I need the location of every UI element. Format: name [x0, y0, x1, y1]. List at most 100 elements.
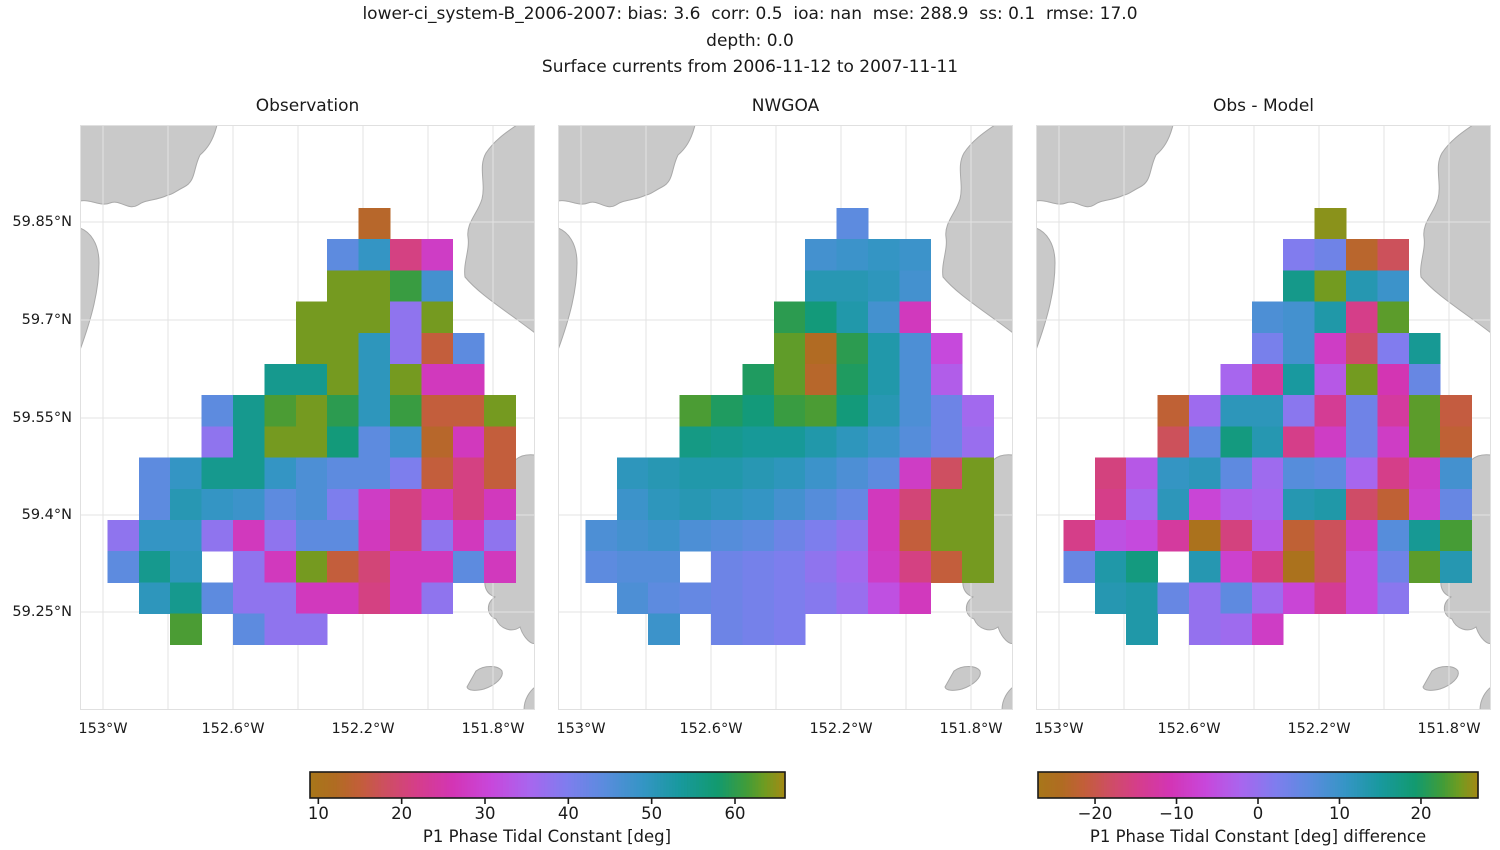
grid-cell: [679, 395, 712, 427]
grid-cell: [805, 270, 837, 302]
colorbar-tick-label: 0: [1252, 804, 1264, 823]
grid-cell: [899, 520, 932, 552]
grid-cell: [1094, 520, 1127, 552]
grid-cell: [358, 426, 391, 458]
grid-cell: [233, 395, 265, 427]
grid-cell: [295, 426, 328, 458]
colorbar-tick-label: −20: [1077, 804, 1113, 823]
grid-cell: [1314, 488, 1347, 521]
grid-cell: [264, 551, 297, 583]
grid-cell: [742, 613, 775, 646]
grid-cell: [773, 426, 806, 458]
grid-cell: [868, 488, 900, 521]
grid-cell: [1251, 520, 1284, 552]
grid-cell: [930, 551, 963, 583]
grid-cell: [711, 520, 743, 552]
grid-cell: [264, 488, 297, 521]
grid-cell: [742, 364, 775, 396]
grid-cell: [327, 239, 359, 271]
grid-cell: [390, 457, 422, 490]
grid-cell: [358, 520, 391, 552]
grid-cell: [1189, 488, 1221, 521]
grid-cell: [358, 332, 391, 365]
grid-cell: [805, 364, 837, 396]
grid-cell: [1157, 457, 1190, 490]
grid-cell: [1063, 520, 1096, 552]
grid-cell: [390, 364, 422, 396]
grid-cell: [484, 457, 516, 490]
grid-cell: [1377, 551, 1410, 583]
grid-cell: [1220, 520, 1253, 552]
grid-cell: [452, 520, 485, 552]
grid-cell: [170, 457, 202, 490]
grid-cell: [1408, 457, 1441, 490]
grid-cell: [805, 582, 837, 614]
grid-cell: [390, 488, 422, 521]
grid-cell: [1283, 239, 1315, 271]
grid-cell: [484, 520, 516, 552]
grid-cell: [1251, 426, 1284, 458]
grid-cell: [616, 488, 649, 521]
grid-cell: [1283, 395, 1315, 427]
grid-cell: [295, 582, 328, 614]
colorbar-tick-label: 30: [474, 804, 496, 823]
grid-cell: [930, 364, 963, 396]
grid-cell: [679, 457, 712, 490]
grid-cell: [1440, 457, 1472, 490]
grid-cell: [868, 457, 900, 490]
grid-cell: [1283, 582, 1315, 614]
grid-cell: [962, 520, 994, 552]
grid-cell: [390, 239, 422, 271]
grid-cell: [1220, 364, 1253, 396]
grid-cell: [1251, 551, 1284, 583]
grid-cell: [421, 301, 454, 334]
grid-cell: [1440, 520, 1472, 552]
grid-cell: [1283, 332, 1315, 365]
grid-cell: [452, 488, 485, 521]
grid-cell: [421, 520, 454, 552]
grid-cell: [930, 488, 963, 521]
grid-cell: [1408, 332, 1441, 365]
grid-cell: [962, 457, 994, 490]
grid-cell: [868, 270, 900, 302]
grid-cell: [358, 488, 391, 521]
colorbar-tick-label: 50: [641, 804, 663, 823]
grid-cell: [1251, 613, 1284, 646]
grid-cell: [773, 551, 806, 583]
grid-cell: [1377, 332, 1410, 365]
grid-cell: [1346, 239, 1378, 271]
grid-cell: [170, 551, 202, 583]
grid-cell: [138, 488, 171, 521]
grid-cell: [201, 395, 234, 427]
grid-cell: [107, 520, 140, 552]
grid-cell: [773, 582, 806, 614]
grid-cell: [930, 332, 963, 365]
grid-cell: [836, 332, 869, 365]
grid-cell: [899, 395, 932, 427]
grid-cell: [1094, 582, 1127, 614]
grid-cell: [1220, 426, 1253, 458]
colorbar-frame: [309, 771, 786, 799]
grid-cell: [836, 270, 869, 302]
grid-cell: [648, 551, 680, 583]
grid-cell: [1314, 208, 1347, 240]
grid-cell: [1063, 551, 1096, 583]
grid-cell: [1408, 395, 1441, 427]
grid-cell: [390, 426, 422, 458]
grid-cell: [1346, 488, 1378, 521]
grid-cell: [773, 364, 806, 396]
grid-cell: [421, 426, 454, 458]
colorbar-tick-label: 10: [1328, 804, 1350, 823]
grid-cell: [899, 582, 932, 614]
grid-cell: [930, 395, 963, 427]
grid-cell: [138, 551, 171, 583]
xtick-label: 153°W: [556, 721, 606, 737]
grid-cell: [742, 551, 775, 583]
grid-cell: [899, 239, 932, 271]
grid-cell: [1220, 582, 1253, 614]
grid-cell: [962, 551, 994, 583]
grid-cell: [899, 488, 932, 521]
ytick-label: 59.85°N: [12, 214, 72, 230]
grid-cell: [773, 457, 806, 490]
grid-cell: [1157, 520, 1190, 552]
